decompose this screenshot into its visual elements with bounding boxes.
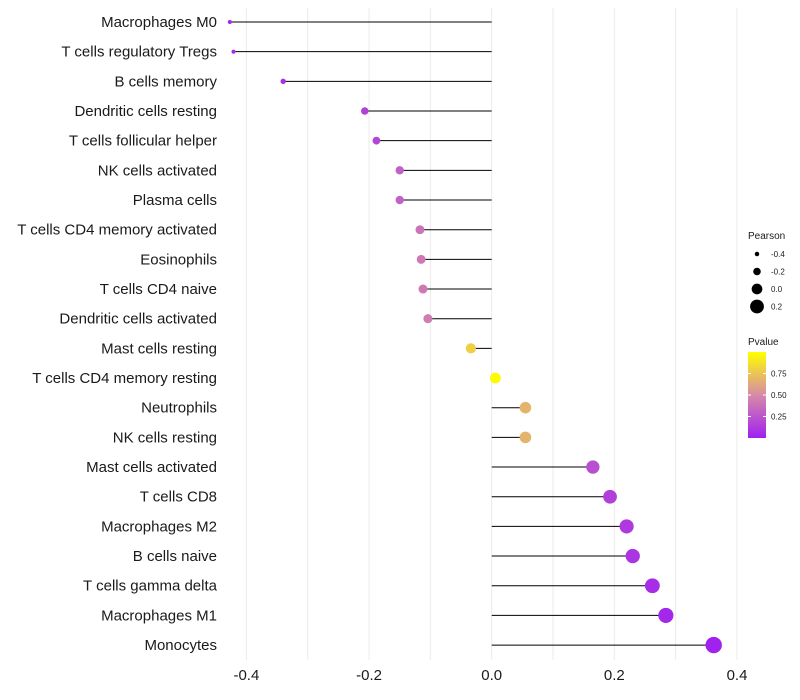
y-label-21: Monocytes [144, 637, 217, 654]
x-tick-label-4: 0.4 [727, 667, 748, 684]
color-legend-label-1: 0.50 [771, 391, 787, 400]
point-13 [519, 401, 532, 414]
y-label-10: Dendritic cells activated [59, 311, 217, 328]
points [227, 19, 722, 654]
y-label-17: Macrophages M2 [101, 518, 217, 535]
point-8 [416, 254, 426, 264]
size-legend: Pearson -0.4 -0.2 0.0 0.2 [748, 231, 785, 314]
point-16 [603, 489, 617, 504]
y-label-11: Mast cells resting [101, 340, 217, 357]
point-19 [644, 578, 660, 594]
point-10 [423, 314, 433, 324]
x-tick-label-3: 0.2 [604, 667, 625, 684]
point-17 [619, 519, 634, 534]
point-3 [361, 107, 369, 115]
stems [228, 21, 715, 646]
y-label-5: NK cells activated [98, 162, 217, 179]
y-label-15: Mast cells activated [86, 459, 217, 476]
size-legend-dot-1 [753, 267, 761, 276]
point-14 [519, 431, 532, 444]
y-label-7: T cells CD4 memory activated [17, 222, 217, 239]
point-5 [395, 166, 404, 175]
size-legend-title: Pearson [748, 231, 785, 242]
y-label-8: Eosinophils [140, 251, 217, 268]
y-label-4: T cells follicular helper [69, 133, 217, 150]
grid-lines [245, 8, 738, 660]
y-label-18: B cells naive [133, 548, 217, 565]
y-label-19: T cells gamma delta [83, 578, 218, 595]
size-legend-label-0: -0.4 [771, 250, 785, 259]
point-12 [489, 372, 501, 384]
point-1 [231, 49, 236, 54]
y-label-9: T cells CD4 naive [100, 281, 217, 298]
size-legend-label-1: -0.2 [771, 268, 785, 277]
point-7 [415, 225, 425, 235]
point-15 [586, 460, 600, 474]
color-legend-title: Pvalue [748, 337, 779, 348]
size-legend-dot-3 [750, 299, 764, 314]
y-label-20: Macrophages M1 [101, 607, 217, 624]
y-label-16: T cells CD8 [140, 489, 217, 506]
y-label-12: T cells CD4 memory resting [32, 370, 217, 387]
point-2 [280, 78, 286, 85]
size-legend-label-3: 0.2 [771, 303, 783, 312]
point-21 [705, 636, 722, 654]
y-label-13: Neutrophils [141, 400, 217, 417]
point-6 [395, 195, 404, 205]
y-label-14: NK cells resting [113, 429, 217, 446]
size-legend-label-2: 0.0 [771, 285, 783, 294]
color-legend: Pvalue 0.25 0.50 0.75 [748, 337, 787, 438]
y-axis-labels: Macrophages M0 T cells regulatory Tregs B … [17, 14, 217, 654]
x-tick-label-1: -0.2 [356, 667, 382, 684]
color-legend-label-2: 0.75 [771, 370, 787, 379]
y-label-6: Plasma cells [133, 192, 217, 209]
color-legend-label-0: 0.25 [771, 413, 787, 422]
point-18 [625, 548, 640, 564]
color-legend-bar [748, 352, 766, 438]
y-label-0: Macrophages M0 [101, 14, 217, 31]
x-axis-tick-labels: -0.4 -0.2 0.0 0.2 0.4 [233, 667, 747, 684]
point-11 [465, 343, 476, 354]
y-label-3: Dendritic cells resting [74, 103, 217, 120]
x-tick-label-2: 0.0 [481, 667, 502, 684]
size-legend-dot-2 [751, 283, 763, 295]
size-legend-dot-0 [754, 251, 760, 257]
point-9 [418, 284, 428, 294]
y-label-2: B cells memory [114, 73, 217, 90]
point-4 [372, 136, 381, 145]
point-20 [658, 607, 674, 623]
y-label-1: T cells regulatory Tregs [61, 44, 217, 61]
x-tick-label-0: -0.4 [233, 667, 259, 684]
point-0 [227, 19, 232, 25]
